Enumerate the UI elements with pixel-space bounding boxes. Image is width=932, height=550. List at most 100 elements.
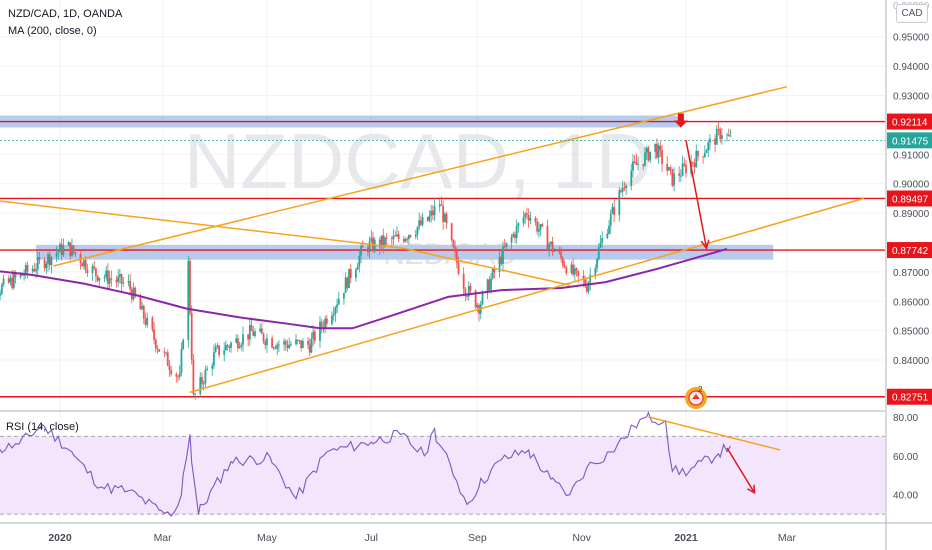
candle-body (67, 242, 70, 246)
candle-body (683, 163, 686, 166)
ma-indicator-label[interactable]: MA (200, close, 0) (8, 25, 97, 37)
candle-body (276, 344, 279, 349)
event-marker[interactable]: 2 (685, 385, 707, 409)
candle-body (240, 344, 243, 347)
candle-body (91, 266, 94, 274)
candle-body (493, 269, 496, 272)
candle-body (98, 277, 101, 281)
candle-body (175, 374, 178, 377)
rsi-axis-tick-label: 80.00 (893, 413, 918, 424)
candle-body (426, 217, 429, 221)
candle-body (392, 235, 395, 240)
candle-body (416, 226, 419, 235)
candle-body (337, 298, 340, 305)
candle-body (242, 334, 244, 345)
candle-body (685, 165, 687, 174)
moving-average (0, 247, 728, 330)
level-price-tag (887, 388, 932, 405)
candle-body (47, 254, 49, 264)
candle-body (536, 221, 539, 232)
candle-body (372, 237, 374, 251)
candle-body (442, 205, 445, 222)
price-axis-tick-label: 0.85000 (893, 327, 930, 338)
candle-body (115, 279, 118, 283)
level-price-tag (887, 190, 932, 207)
candle-body (635, 161, 638, 165)
rsi-indicator-label[interactable]: RSI (14, close) (6, 421, 79, 433)
candle-body (659, 145, 662, 151)
candle-body (354, 269, 357, 278)
candle-body (190, 312, 193, 360)
candle-body (642, 164, 645, 166)
candle-body (334, 307, 337, 315)
candle-body (348, 268, 350, 289)
projection-arrows (673, 113, 710, 251)
candle-body (325, 318, 328, 324)
candle-body (0, 284, 3, 294)
candle-body (681, 163, 684, 176)
candle-body (248, 325, 251, 340)
rsi-axis-tick-label: 40.00 (893, 491, 918, 502)
candle-body (620, 190, 622, 192)
candle-body (272, 347, 275, 349)
rsi-projection-arrow-line (726, 447, 756, 494)
candle-body (154, 339, 157, 349)
candle-body (105, 270, 108, 278)
candle-body (313, 331, 316, 341)
candle-body (11, 277, 14, 288)
rsi-projection-arrow-head (747, 484, 756, 495)
price-axis-tick-label: 0.89000 (893, 209, 930, 220)
candle-body (146, 317, 149, 325)
currency-button[interactable]: CAD (896, 4, 928, 23)
candle-body (122, 282, 125, 284)
candle-body (527, 214, 530, 221)
price-axis-background (886, 0, 932, 550)
candle-body (587, 282, 590, 292)
candle-body (324, 318, 327, 329)
candle-body (368, 241, 371, 253)
candle-body (346, 277, 349, 289)
candle-body (178, 372, 181, 377)
candle-body (673, 173, 675, 186)
trendline (0, 200, 404, 250)
candle-body (31, 268, 34, 272)
candle-body (26, 265, 29, 272)
candle-body (361, 246, 364, 248)
watermark-symbol-text: NZDCAD, 1D (184, 117, 652, 205)
level-price-tag (887, 113, 932, 130)
time-axis-tick-label: Mar (778, 532, 797, 544)
candle-body (296, 339, 299, 341)
candle-body (165, 352, 167, 354)
candle-body (522, 217, 525, 224)
candle-body (108, 278, 111, 284)
candle-body (433, 206, 436, 216)
support-resistance-zone (36, 244, 774, 260)
candle-body (7, 278, 10, 283)
symbol-watermark: NZDCAD, 1D NZD/CAD (184, 117, 652, 271)
candle-body (43, 259, 46, 269)
candle-body (206, 368, 208, 371)
candle-body (515, 225, 518, 239)
candle-body (117, 276, 120, 283)
candle-body (408, 235, 410, 240)
candle-body (625, 185, 628, 189)
candle-body (500, 256, 503, 264)
price-axis-tick-label: 0.93000 (893, 92, 930, 103)
candle-body (218, 345, 220, 355)
candle-body (560, 252, 563, 259)
candle-body (187, 260, 190, 340)
candle-body (59, 244, 61, 253)
candle-body (669, 167, 672, 169)
candle-body (596, 259, 598, 269)
candle-body (565, 267, 568, 274)
candle-body (549, 241, 552, 245)
candle-body (260, 328, 263, 334)
candle-body (366, 247, 369, 253)
candle-body (679, 175, 682, 177)
symbol-title: NZD/CAD, 1D, OANDA (8, 8, 123, 20)
candle-body (24, 265, 27, 275)
candle-body (23, 274, 25, 276)
candle-body (464, 288, 467, 297)
candle-body (103, 277, 106, 279)
